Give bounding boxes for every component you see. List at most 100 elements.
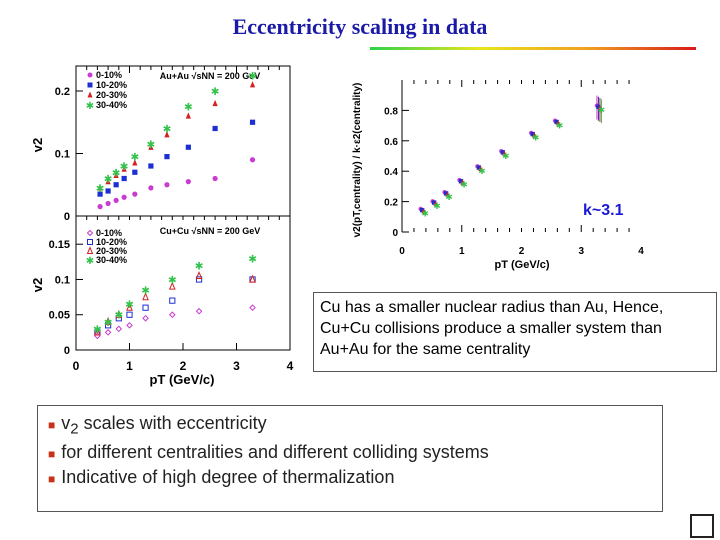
cucu-xtick-label: 2 <box>180 359 187 373</box>
scaled-point <box>445 191 450 197</box>
cucu-point <box>142 292 149 301</box>
auau-point <box>212 125 218 132</box>
cucu-ytick-label: 0 <box>64 345 70 357</box>
scaled-ytick-label: 0.8 <box>384 106 398 117</box>
legend-marker <box>87 91 93 98</box>
cucu-point: ✱ <box>248 253 257 265</box>
auau-point <box>249 81 256 88</box>
auau-point <box>164 182 170 188</box>
scaled-point <box>555 119 561 126</box>
auau-legend-label: 0-10% <box>96 70 122 80</box>
scaled-ylabel: v2(pT,centrality) / k·ε2(centrality) <box>352 83 363 238</box>
auau-point: ✱ <box>184 102 193 114</box>
university-logo <box>690 514 714 538</box>
scaled-point: ✱ <box>556 121 563 131</box>
cucu-point <box>105 322 112 329</box>
cucu-point <box>195 276 203 283</box>
cucu-legend-label: 10-20% <box>96 237 127 247</box>
cucu-system-label: Cu+Cu √sNN = 200 GeV <box>160 226 260 236</box>
cucu-point <box>126 322 133 329</box>
auau-point <box>185 179 191 185</box>
auau-point <box>185 144 191 150</box>
auau-point <box>105 178 111 185</box>
cucu-point <box>104 316 112 325</box>
scaled-point: ✱ <box>421 210 428 220</box>
scaled-xtick-label: 3 <box>578 246 584 257</box>
auau-point <box>97 204 103 210</box>
auau-point <box>97 191 103 197</box>
cucu-ytick-label: 0.1 <box>55 274 70 286</box>
scaled-xtick-label: 1 <box>459 246 465 257</box>
auau-point <box>212 99 218 107</box>
cucu-point <box>126 311 133 318</box>
cucu-point <box>249 274 256 283</box>
cucu-point <box>195 307 203 315</box>
cucu-point <box>142 314 149 322</box>
auau-point <box>121 165 127 172</box>
auau-point: ✱ <box>248 70 257 82</box>
scaled-point <box>419 207 425 213</box>
scaled-ytick-label: 0.6 <box>384 137 398 148</box>
auau-point: ✱ <box>120 161 129 173</box>
auau-point <box>121 194 127 200</box>
cucu-point: ✱ <box>195 260 204 272</box>
legend-marker <box>86 229 94 237</box>
cucu-xtick-label: 0 <box>73 359 80 373</box>
auau-ytick-label: 0.1 <box>55 149 70 161</box>
scaled-point <box>443 191 449 196</box>
legend-marker <box>87 72 93 78</box>
bullet-1: ■ v2 scales with eccentricity <box>48 413 267 438</box>
scaled-point <box>433 200 438 206</box>
cucu-point <box>115 315 122 322</box>
auau-point: ✱ <box>112 167 121 179</box>
auau-point <box>132 191 138 197</box>
auau-point <box>249 119 256 125</box>
bullet-2: ■ for different centralities and differen… <box>48 441 652 466</box>
auau-system-label: Au+Au √sNN = 200 GeV <box>160 71 260 81</box>
scaled-point: ✱ <box>478 167 485 177</box>
auau-point <box>105 188 111 194</box>
auau-point <box>164 131 170 138</box>
auau-point <box>113 171 119 178</box>
scaled-point <box>478 165 483 171</box>
bullet-box: ■ v2 scales with eccentricity ■ for differ… <box>37 405 663 512</box>
legend-marker: ✱ <box>86 101 94 112</box>
auau-ytick-label: 0 <box>64 211 70 223</box>
scaled-point: ✱ <box>460 181 467 191</box>
auau-point <box>212 175 218 182</box>
cucu-legend-label: 30-40% <box>96 255 127 265</box>
cucu-point: ✱ <box>104 317 113 329</box>
cucu-legend-label: 20-30% <box>96 246 127 256</box>
auau-ylabel: v2 <box>30 138 45 152</box>
auau-point <box>148 163 154 169</box>
auau-point: ✱ <box>96 183 105 195</box>
cucu-point <box>168 281 176 290</box>
auau-point <box>164 154 170 160</box>
scaled-xlabel: pT (GeV/c) <box>494 259 549 271</box>
cucu-point <box>249 304 256 311</box>
scaled-point <box>421 208 426 214</box>
auau-legend-label: 30-40% <box>96 100 127 110</box>
auau-point <box>148 143 154 150</box>
scaled-point: ✱ <box>502 152 509 162</box>
cucu-ytick-label: 0.15 <box>49 239 70 251</box>
scaled-xtick-label: 2 <box>519 246 525 257</box>
auau-point <box>148 185 154 191</box>
auau-point: ✱ <box>211 86 220 98</box>
cucu-xtick-label: 4 <box>287 359 294 373</box>
scaled-point <box>532 132 537 138</box>
scaled-point <box>431 200 437 205</box>
scaled-xtick-label: 4 <box>638 246 644 257</box>
scaled-point <box>476 165 482 170</box>
scaled-point <box>530 131 535 137</box>
cucu-point <box>169 297 176 304</box>
scaled-point: ✱ <box>532 134 539 144</box>
cucu-point: ✱ <box>125 299 134 311</box>
cucu-point: ✱ <box>141 285 150 297</box>
title-underline <box>370 47 696 50</box>
scaled-ytick-label: 0.2 <box>384 198 398 209</box>
bullet-3: ■ Indicative of high degree of thermaliza… <box>48 466 652 491</box>
scaled-point: ✱ <box>433 202 440 212</box>
bullet-icon: ■ <box>48 418 56 432</box>
